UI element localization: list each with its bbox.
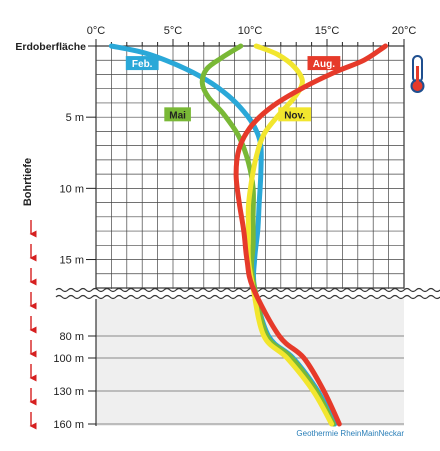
y-tick-label: 15 m [60, 255, 84, 267]
x-tick-label: 10°C [238, 25, 263, 37]
break-line [55, 294, 440, 300]
y-tick-label: 80 m [60, 331, 84, 343]
series-label: Feb. [132, 59, 153, 70]
x-tick-label: 0°C [87, 25, 106, 37]
y-tick-label: Erdoberfläche [15, 41, 86, 53]
x-tick-label: 20°C [392, 25, 417, 37]
y-tick-label: 130 m [53, 386, 84, 398]
lower-background [96, 298, 404, 426]
y-tick-label: 10 m [60, 183, 84, 195]
series-label: Mai [169, 110, 186, 121]
series-label: Aug. [313, 59, 335, 70]
tick-labels: 0°C 5°C 10°C 15°C 20°C Erdoberfläche 5 m 10 m 15… [15, 25, 416, 431]
series-line-aug [233, 43, 388, 427]
series-label-box [164, 107, 191, 122]
x-tick-label: 15°C [315, 25, 340, 37]
y-tick-label: 100 m [53, 353, 84, 365]
series-label-box [278, 107, 312, 122]
series-lines [108, 43, 388, 427]
lower-section [95, 298, 404, 426]
series-label-box [125, 56, 159, 71]
y-axis-label: Bohrtiefe [22, 158, 34, 206]
series-label: Nov. [284, 110, 305, 121]
y-tick-label: 5 m [66, 112, 84, 124]
thermometer-icon [410, 55, 425, 93]
series-label-box [307, 56, 341, 71]
series-labels: Feb. Mai Aug. Nov. [125, 56, 341, 122]
axis-break [55, 287, 440, 300]
series-line-nov [245, 43, 335, 427]
x-tick-label: 5°C [164, 25, 183, 37]
credit-text: Geothermie RheinMainNeckar [296, 429, 404, 438]
break-gap [56, 289, 440, 299]
ylabel-group: Bohrtiefe [22, 158, 37, 430]
break-line [55, 287, 440, 293]
y-tick-label: 160 m [53, 419, 84, 431]
